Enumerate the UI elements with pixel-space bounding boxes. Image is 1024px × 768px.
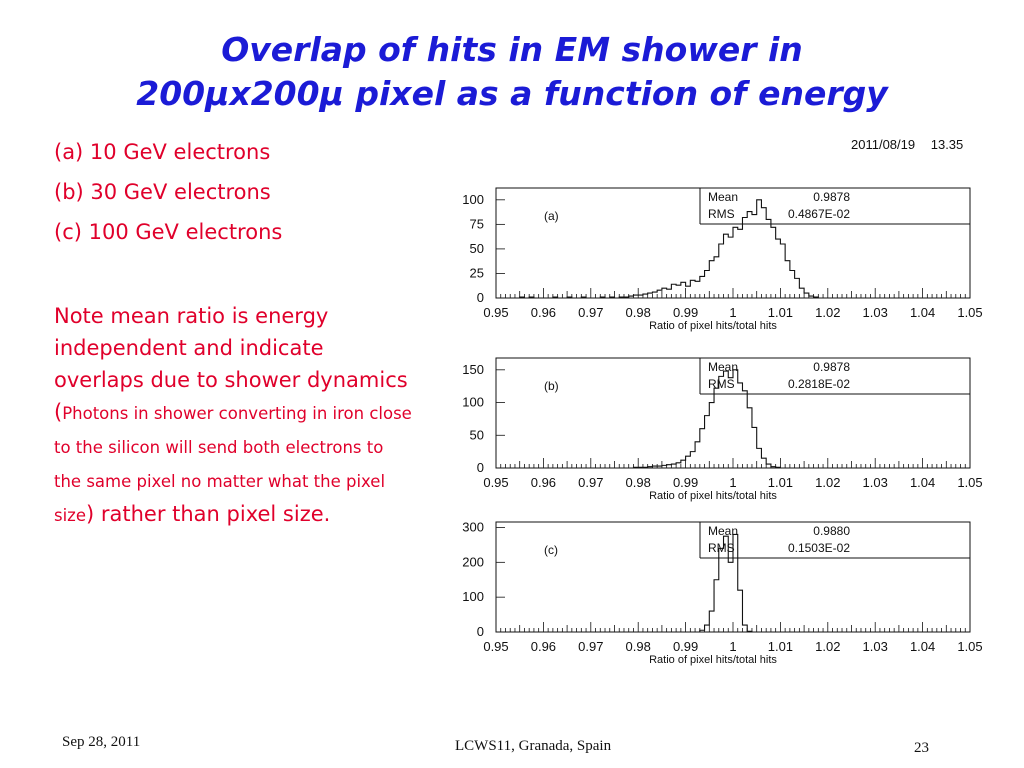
x-axis-title: Ratio of pixel hits/total hits <box>649 320 777 332</box>
x-tick-label: 1.01 <box>768 639 793 654</box>
x-axis-title: Ratio of pixel hits/total hits <box>649 654 777 666</box>
x-tick-label: 0.95 <box>483 639 508 654</box>
stats-mean-value: 0.9878 <box>813 360 850 374</box>
note-text-3: ) rather than pixel size. <box>86 502 331 526</box>
y-tick-label: 0 <box>477 290 484 305</box>
histogram-panel-c: 0.95 0.96 0.97 0.98 0.99 1 1.01 1.02 1.03 1.04 1.0… <box>462 519 982 666</box>
histogram-line <box>496 369 970 469</box>
y-tick-label: 75 <box>470 216 484 231</box>
x-tick-label: 1 <box>729 639 736 654</box>
y-tick-label: 150 <box>462 362 484 377</box>
x-tick-label: 1.02 <box>815 305 840 320</box>
x-tick-label: 1.01 <box>768 475 793 490</box>
note-text-1: Note mean ratio is energy independent an… <box>54 304 408 424</box>
panel-label: (c) <box>544 543 558 557</box>
y-tick-label: 50 <box>470 427 484 442</box>
x-tick-label: 1.03 <box>863 305 888 320</box>
stats-mean-label: Mean <box>708 360 738 374</box>
x-tick-label: 1.05 <box>957 639 982 654</box>
y-tick-label: 100 <box>462 589 484 604</box>
x-tick-label: 0.97 <box>578 639 603 654</box>
x-tick-label: 0.95 <box>483 305 508 320</box>
histogram-panels: 0.95 0.96 0.97 0.98 0.99 1 1.01 1.02 1.03 1.04 1.0… <box>462 187 983 666</box>
stats-mean-label: Mean <box>708 524 738 538</box>
histogram-line <box>496 533 970 633</box>
x-tick-label: 0.99 <box>673 639 698 654</box>
x-tick-label: 0.97 <box>578 475 603 490</box>
y-tick-label: 100 <box>462 395 484 410</box>
stats-rms-label: RMS <box>708 207 735 221</box>
bullet-item-b: (b) 30 GeV electrons <box>54 180 271 204</box>
y-tick-label: 300 <box>462 519 484 534</box>
histogram-panel-b: 0.95 0.96 0.97 0.98 0.99 1 1.01 1.02 1.03 1.04 1.0… <box>462 357 983 502</box>
x-tick-label: 1.04 <box>910 639 935 654</box>
x-tick-label: 1 <box>729 305 736 320</box>
x-tick-label: 0.96 <box>531 475 556 490</box>
stats-mean-value: 0.9880 <box>813 524 850 538</box>
y-tick-label: 100 <box>462 192 484 207</box>
x-tick-label: 1.05 <box>957 305 982 320</box>
plot-frame <box>495 187 971 299</box>
x-tick-label: 0.97 <box>578 305 603 320</box>
x-tick-label: 1 <box>729 475 736 490</box>
x-tick-label: 1.04 <box>910 475 935 490</box>
bullet-list: (a) 10 GeV electrons (b) 30 GeV electron… <box>54 137 434 257</box>
y-tick-label: 25 <box>470 265 484 280</box>
panel-label: (a) <box>544 209 559 223</box>
x-tick-label: 1.01 <box>768 305 793 320</box>
bullet-item-c: (c) 100 GeV electrons <box>54 220 283 244</box>
x-tick-label: 0.96 <box>531 305 556 320</box>
y-tick-label: 200 <box>462 554 484 569</box>
x-tick-label: 1.03 <box>863 475 888 490</box>
stats-mean-value: 0.9878 <box>813 190 850 204</box>
x-tick-label: 1.05 <box>957 475 982 490</box>
stats-rms-label: RMS <box>708 377 735 391</box>
bullet-item-a: (a) 10 GeV electrons <box>54 140 271 164</box>
x-axis-title: Ratio of pixel hits/total hits <box>649 490 777 502</box>
y-tick-label: 0 <box>477 460 484 475</box>
x-tick-label: 0.99 <box>673 305 698 320</box>
x-tick-label: 0.98 <box>626 475 651 490</box>
timestamp-date: 2011/08/19 <box>851 137 916 152</box>
plot-timestamp: 2011/08/19 13.35 <box>851 137 963 152</box>
note-text-2: Photons in shower converting in iron clo… <box>54 404 412 525</box>
x-tick-label: 1.04 <box>910 305 935 320</box>
x-tick-label: 1.02 <box>815 639 840 654</box>
stats-rms-value: 0.2818E-02 <box>788 377 850 391</box>
footer-conference: LCWS11, Granada, Spain <box>455 738 612 754</box>
slide-title: Overlap of hits in EM shower in 200μx200… <box>0 28 1024 116</box>
page-number: 23 <box>914 740 929 756</box>
footer-date: Sep 28, 2011 <box>62 734 141 750</box>
timestamp-time: 13.35 <box>930 137 964 152</box>
x-tick-label: 1.03 <box>863 639 888 654</box>
stats-mean-label: Mean <box>708 190 738 204</box>
x-tick-label: 0.98 <box>626 639 651 654</box>
x-tick-label: 0.99 <box>673 475 698 490</box>
x-tick-label: 0.95 <box>483 475 508 490</box>
y-tick-label: 0 <box>477 624 484 639</box>
histogram-line <box>496 199 970 299</box>
title-line-2: 200μx200μ pixel as a function of energy <box>136 74 888 113</box>
x-tick-label: 0.96 <box>531 639 556 654</box>
stats-rms-value: 0.4867E-02 <box>788 207 850 221</box>
histogram-panel-a: 0.95 0.96 0.97 0.98 0.99 1 1.01 1.02 1.03 1.04 1.0… <box>462 187 983 332</box>
x-tick-label: 1.02 <box>815 475 840 490</box>
panel-label: (b) <box>544 379 559 393</box>
y-tick-label: 50 <box>470 241 484 256</box>
x-tick-label: 0.98 <box>626 305 651 320</box>
title-line-1: Overlap of hits in EM shower in <box>221 30 803 69</box>
note-paragraph: Note mean ratio is energy independent an… <box>54 300 414 532</box>
stats-rms-value: 0.1503E-02 <box>788 541 850 555</box>
stats-rms-label: RMS <box>708 541 735 555</box>
